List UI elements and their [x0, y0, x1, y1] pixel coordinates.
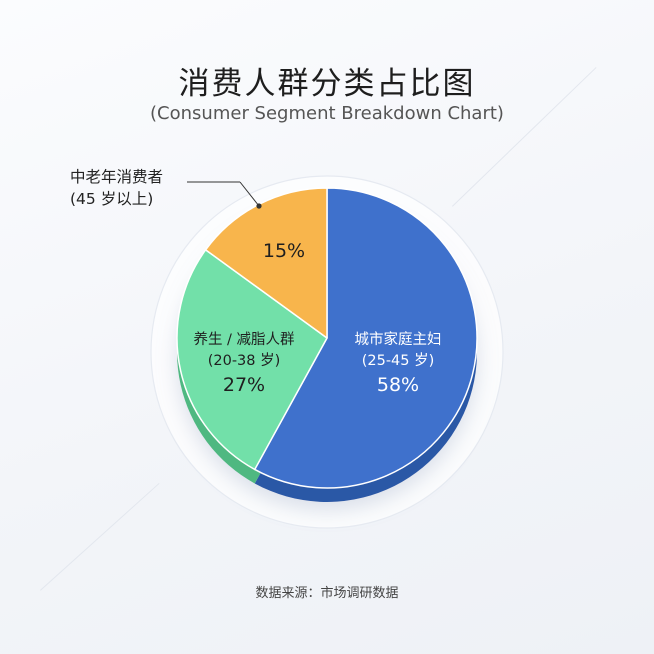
- pie-slice-health[interactable]: [176, 249, 328, 471]
- slice-sublabel-housewives: (25-45 岁): [361, 353, 435, 369]
- slice-text-elderly: 15%: [263, 238, 305, 264]
- callout-sublabel: (45 岁以上): [70, 190, 154, 208]
- callout-label: 中老年消费者: [70, 168, 164, 186]
- callout-line-diagonal: [239, 181, 260, 207]
- slice-value-health: 27%: [222, 374, 266, 396]
- chart-title: 消费人群分类占比图: [178, 66, 476, 102]
- callout-elderly: 中老年消费者 (45 岁以上): [70, 166, 163, 210]
- slice-sublabel-health: (20-38 岁): [207, 353, 281, 369]
- slice-value-housewives: 58%: [376, 374, 420, 396]
- slice-label-health: 养生 / 减脂人群: [193, 332, 295, 348]
- callout-dot: [256, 203, 262, 209]
- pie-slices: [176, 187, 478, 489]
- chart-subtitle: (Consumer Segment Breakdown Chart): [150, 103, 504, 124]
- slice-text-health: 养生 / 减脂人群 (20-38 岁) 27%: [193, 330, 294, 398]
- data-source-note: 数据来源：市场调研数据: [255, 586, 399, 601]
- slice-value-elderly: 15%: [262, 240, 306, 262]
- slice-text-housewives: 城市家庭主妇 (25-45 岁) 58%: [355, 330, 442, 398]
- slice-label-housewives: 城市家庭主妇: [354, 332, 442, 348]
- pie-slice-housewives[interactable]: [253, 187, 478, 489]
